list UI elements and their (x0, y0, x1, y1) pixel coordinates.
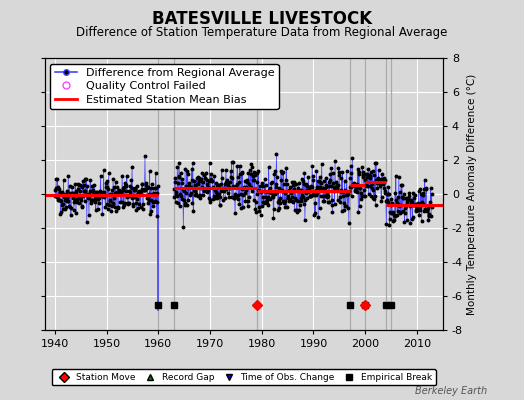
Legend: Station Move, Record Gap, Time of Obs. Change, Empirical Break: Station Move, Record Gap, Time of Obs. C… (52, 369, 435, 385)
Text: Berkeley Earth: Berkeley Earth (415, 386, 487, 396)
Text: Difference of Station Temperature Data from Regional Average: Difference of Station Temperature Data f… (77, 26, 447, 39)
Text: BATESVILLE LIVESTOCK: BATESVILLE LIVESTOCK (152, 10, 372, 28)
Y-axis label: Monthly Temperature Anomaly Difference (°C): Monthly Temperature Anomaly Difference (… (467, 73, 477, 315)
